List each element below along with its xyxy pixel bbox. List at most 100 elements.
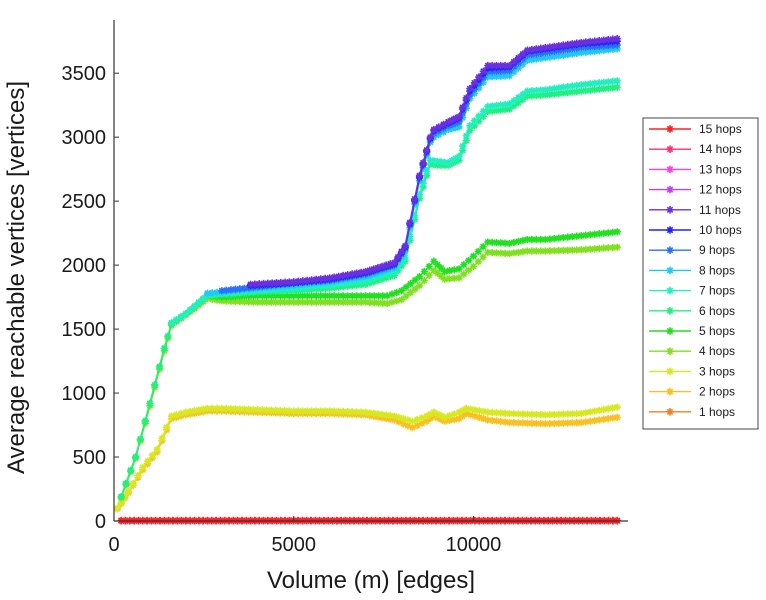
point-8-hops-67 [492, 72, 501, 81]
point-7-hops-56 [415, 191, 424, 199]
point-11-hops-5 [268, 279, 276, 287]
point-4-hops-42 [308, 298, 316, 306]
point-3-hops-109 [595, 406, 603, 414]
point-9-hops-65 [497, 67, 505, 75]
legend-marker-11-hops [666, 206, 674, 214]
point-3-hops-96 [537, 411, 545, 419]
point-8-hops-85 [573, 49, 581, 57]
point-7-hops-46 [374, 273, 382, 281]
point-4-hops-56 [370, 299, 378, 307]
point-6-hops-83 [475, 117, 483, 125]
point-3-hops-43 [308, 407, 316, 415]
point-7-hops-77 [497, 101, 505, 109]
point-4-hops-101 [573, 246, 581, 254]
point-5-hops-69 [430, 257, 438, 265]
point-3-hops-50 [339, 407, 347, 416]
point-9-hops-58 [466, 91, 474, 99]
point-5-hops-103 [582, 231, 590, 239]
point-2-hops-75 [445, 416, 454, 424]
point-7-hops-99 [595, 79, 603, 87]
point-9-hops-3 [231, 285, 239, 293]
point-5-hops-34 [272, 292, 280, 300]
point-5-hops-66 [415, 273, 424, 281]
y-tick-label-1500: 1500 [62, 319, 107, 341]
point-7-hops-89 [550, 84, 558, 93]
point-3-hops-100 [555, 410, 563, 418]
series-11-hops [246, 35, 621, 288]
point-8-hops-94 [613, 45, 621, 53]
point-2-hops-84 [484, 416, 492, 424]
point-9-hops-77 [550, 47, 558, 56]
point-11-hops-52 [466, 84, 474, 93]
point-8-hops-79 [546, 53, 554, 61]
point-2-hops-77 [455, 415, 463, 423]
point-7-hops-90 [555, 84, 563, 92]
point-6-hops-61 [390, 271, 398, 279]
legend-marker-3-hops [666, 367, 674, 376]
point-5-hops-97 [555, 234, 563, 242]
legend-marker-15-hops [666, 125, 674, 133]
point-6-hops-53 [357, 281, 365, 289]
legend-marker-10-hops [666, 226, 674, 234]
point-4-hops-63 [402, 292, 410, 300]
point-11-hops-51 [462, 94, 470, 102]
point-11-hops-2 [255, 280, 263, 288]
legend-label-13-hops: 13 hops [699, 162, 742, 176]
legend-label-2-hops: 2 hops [699, 385, 735, 399]
point-4-hops-100 [568, 246, 576, 254]
point-4-hops-106 [595, 244, 603, 253]
point-5-hops-90 [523, 235, 531, 244]
point-6-hops-90 [505, 105, 513, 113]
point-5-hops-38 [290, 292, 298, 300]
point-3-hops-83 [479, 407, 488, 416]
point-6-hops-78 [455, 156, 463, 164]
point-8-hops-87 [582, 48, 590, 56]
point-5-hops-51 [348, 292, 356, 300]
point-4-hops-46 [326, 298, 334, 306]
point-9-hops-90 [609, 41, 617, 49]
point-3-hops-90 [510, 410, 518, 418]
point-9-hops-87 [595, 42, 603, 50]
point-3-hops-21 [208, 404, 216, 413]
point-2-hops-87 [497, 417, 505, 426]
point-8-hops-90 [595, 47, 603, 55]
point-6-hops-92 [514, 99, 522, 107]
point-11-hops-54 [475, 73, 483, 81]
point-3-hops-66 [408, 417, 416, 425]
point-4-hops-80 [479, 253, 487, 261]
point-6-hops-110 [595, 85, 603, 93]
point-4-hops-97 [555, 246, 563, 255]
point-11-hops-1 [251, 280, 259, 288]
point-7-hops-71 [470, 117, 478, 125]
point-11-hops-60 [501, 61, 509, 70]
point-4-hops-44 [317, 298, 325, 306]
point-8-hops-84 [568, 50, 576, 58]
point-4-hops-28 [245, 298, 253, 306]
point-4-hops-58 [379, 299, 387, 307]
point-5-hops-98 [559, 233, 567, 242]
legend-item-5-hops: 5 hops [649, 324, 735, 338]
point-2-hops-113 [613, 413, 621, 421]
point-3-hops-80 [466, 405, 475, 413]
point-4-hops-81 [484, 248, 492, 256]
point-3-hops-15 [182, 408, 190, 416]
point-3-hops-49 [335, 407, 343, 415]
point-7-hops-4 [186, 306, 194, 314]
point-5-hops-56 [370, 292, 378, 300]
point-4-hops-31 [258, 298, 266, 306]
point-6-hops-5 [141, 417, 149, 425]
point-4-hops-34 [272, 298, 280, 306]
point-8-hops-61 [466, 95, 474, 103]
point-7-hops-70 [466, 122, 474, 130]
point-7-hops-102 [609, 77, 617, 85]
legend-item-1-hops: 1 hops [649, 405, 735, 419]
point-5-hops-105 [591, 230, 599, 238]
point-6-hops-2 [127, 466, 135, 474]
legend-item-13-hops: 13 hops [649, 162, 742, 176]
legend-marker-7-hops [666, 286, 674, 295]
point-8-hops-86 [577, 49, 585, 57]
point-6-hops-58 [378, 275, 386, 283]
point-4-hops-84 [497, 249, 505, 257]
point-3-hops-11 [163, 423, 171, 431]
series-line-8-hops [207, 48, 618, 295]
